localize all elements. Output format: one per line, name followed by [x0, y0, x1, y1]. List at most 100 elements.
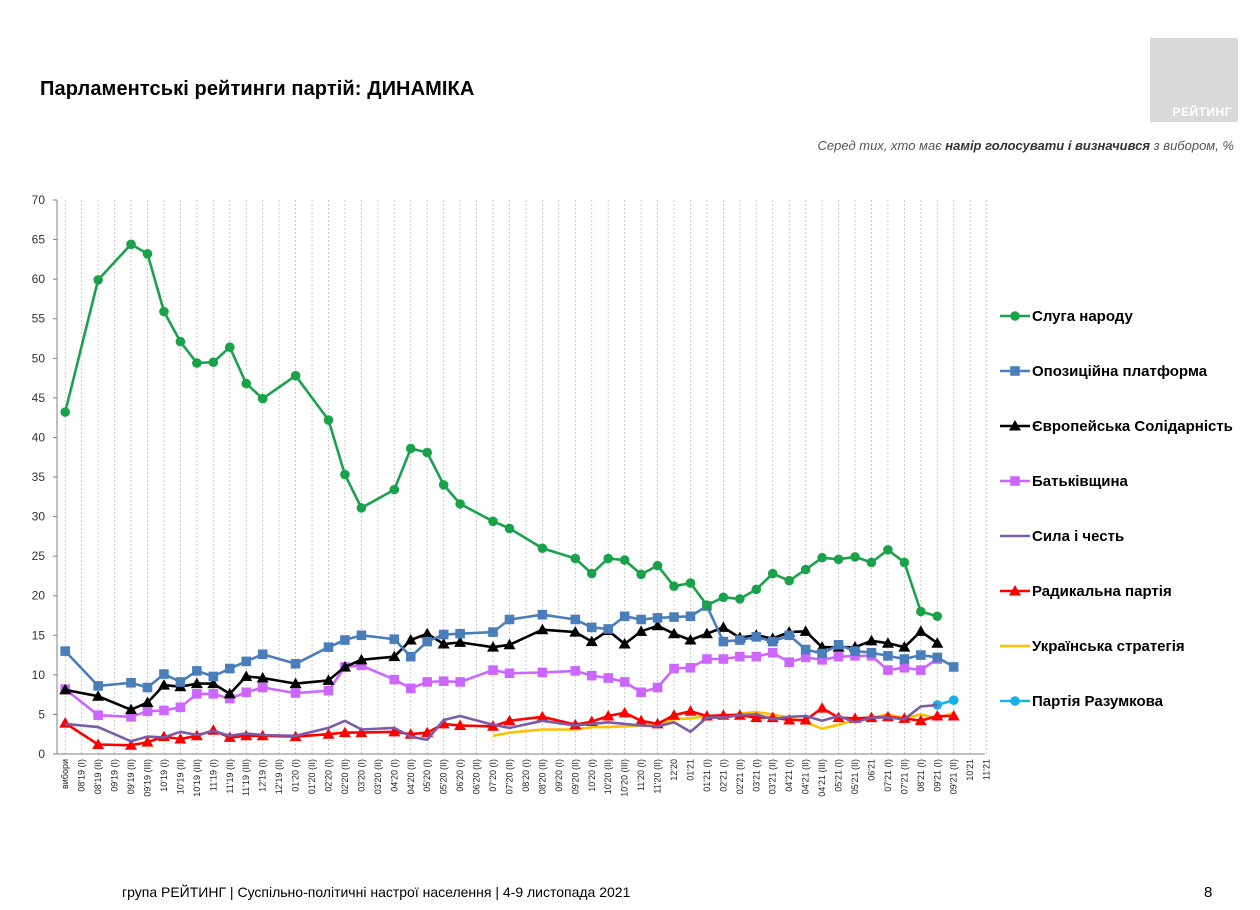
point-опозиційна-платформа — [817, 648, 827, 659]
x-tick-label: 06'20 (ІІ) — [472, 759, 482, 794]
legend-marker — [1009, 420, 1021, 431]
point-опозиційна-платформа — [126, 677, 136, 688]
point-слуга-народу — [718, 592, 729, 603]
point-опозиційна-платформа — [685, 611, 696, 622]
x-tick-label: 11'19 (І) — [208, 759, 218, 791]
x-tick-label: 08'21 (І) — [916, 759, 926, 792]
point-опозиційна-платформа — [422, 636, 433, 647]
point-опозиційна-платформа — [323, 642, 334, 652]
point-європейська-солідарність — [454, 636, 467, 647]
point-батьківщина — [833, 651, 844, 662]
x-tick-label: 05'21 (ІІ) — [850, 759, 860, 794]
x-tick-label: 10'20 (ІІІ) — [620, 759, 630, 797]
point-радикальна-партія — [92, 738, 105, 750]
point-європейська-солідарність — [157, 679, 170, 690]
point-європейська-солідарність — [717, 621, 730, 632]
point-батьківщина — [570, 666, 581, 676]
point-слуга-народу — [175, 336, 186, 347]
point-європейська-солідарність — [125, 703, 138, 715]
legend-label: Партія Разумкова — [1032, 693, 1164, 710]
point-радикальна-партія — [816, 702, 829, 713]
point-радикальна-партія — [668, 709, 681, 720]
legend-marker — [1009, 585, 1021, 596]
point-опозиційна-платформа — [636, 614, 646, 625]
point-батьківщина — [735, 651, 745, 662]
point-радикальна-партія — [602, 710, 615, 721]
point-батьківщина — [356, 660, 367, 671]
point-слуга-народу — [192, 358, 202, 368]
point-слуга-народу — [636, 569, 646, 580]
y-tick-label: 60 — [32, 272, 46, 286]
y-tick-label: 10 — [32, 668, 46, 682]
point-опозиційна-платформа — [356, 630, 367, 641]
point-європейська-солідарність — [190, 677, 203, 689]
chart-subtitle: Серед тих, хто має намір голосувати і ви… — [818, 138, 1234, 153]
x-tick-label: 03'21 (ІІ) — [768, 759, 778, 794]
point-радикальна-партія — [437, 717, 450, 729]
point-опозиційна-платформа — [570, 614, 581, 625]
x-tick-label: 11'20 (І) — [636, 759, 646, 791]
point-опозиційна-платформа — [850, 646, 860, 656]
subtitle-pre: Серед тих, хто має — [817, 138, 946, 153]
point-батьківщина — [669, 663, 679, 674]
point-батьківщина — [784, 657, 794, 667]
point-слуга-народу — [899, 557, 910, 568]
point-європейська-солідарність — [799, 625, 812, 636]
legend-marker — [1010, 366, 1020, 376]
point-слуга-народу — [504, 523, 515, 534]
y-tick-label: 35 — [32, 470, 46, 484]
point-батьківщина — [159, 705, 169, 716]
series-line-європейська-солідарність — [64, 624, 939, 712]
point-європейська-солідарність — [569, 626, 582, 637]
point-слуга-народу — [93, 275, 103, 285]
point-радикальна-партія — [59, 717, 72, 728]
point-опозиційна-платформа — [192, 666, 202, 676]
point-слуга-народу — [586, 568, 597, 579]
point-європейська-солідарність — [914, 625, 927, 636]
y-tick-label: 65 — [32, 233, 46, 247]
legend-marker — [1010, 476, 1020, 486]
x-tick-label: 02'20 (І) — [323, 759, 333, 792]
subtitle-bold: намір голосувати і визначився — [945, 138, 1151, 153]
series-line-батьківщина — [64, 651, 939, 719]
point-опозиційна-платформа — [340, 635, 350, 645]
x-tick-label: 09'21 (ІІ) — [949, 759, 959, 794]
point-європейська-солідарність — [487, 641, 500, 652]
legend-label: Українська стратегія — [1032, 638, 1185, 655]
point-радикальна-партія — [503, 714, 516, 726]
point-слуга-народу — [883, 545, 893, 555]
x-tick-label: вибори — [60, 759, 70, 789]
point-європейська-солідарність — [668, 627, 681, 639]
point-європейська-солідарність — [635, 625, 648, 636]
point-опозиційна-платформа — [504, 614, 515, 625]
x-tick-label: 04'21 (ІІІ) — [817, 759, 827, 797]
y-tick-label: 0 — [38, 747, 45, 761]
legend-label: Слуга народу — [1032, 308, 1133, 325]
y-tick-label: 20 — [32, 589, 46, 603]
point-батьківщина — [126, 712, 136, 722]
x-tick-label: 08'20 (ІІ) — [537, 759, 547, 794]
x-tick-label: 09'19 (ІІ) — [126, 759, 136, 794]
x-tick-label: 11'19 (ІІ) — [225, 759, 235, 794]
x-tick-label: 02'20 (ІІ) — [340, 759, 350, 794]
point-радикальна-партія — [536, 710, 549, 722]
point-батьківщина — [800, 652, 811, 663]
point-слуга-народу — [356, 503, 367, 513]
point-радикальна-партія — [914, 714, 927, 726]
point-батьківщина — [175, 702, 186, 713]
y-tick-label: 25 — [32, 549, 46, 563]
point-батьківщина — [323, 685, 334, 696]
point-опозиційна-платформа — [224, 663, 235, 674]
point-опозиційна-платформа — [208, 671, 219, 682]
point-опозиційна-платформа — [159, 669, 169, 679]
page-title: Парламентські рейтинги партій: ДИНАМІКА — [40, 78, 475, 100]
point-радикальна-партія — [569, 718, 582, 730]
point-радикальна-партія — [240, 729, 253, 741]
x-tick-label: 10'20 (ІІ) — [603, 759, 613, 794]
point-батьківщина — [899, 662, 910, 673]
point-батьківщина — [916, 665, 926, 675]
x-tick-label: 12'19 (І) — [258, 759, 268, 792]
point-опозиційна-платформа — [290, 658, 301, 669]
point-слуга-народу — [669, 581, 679, 592]
point-європейська-солідарність — [388, 650, 401, 662]
